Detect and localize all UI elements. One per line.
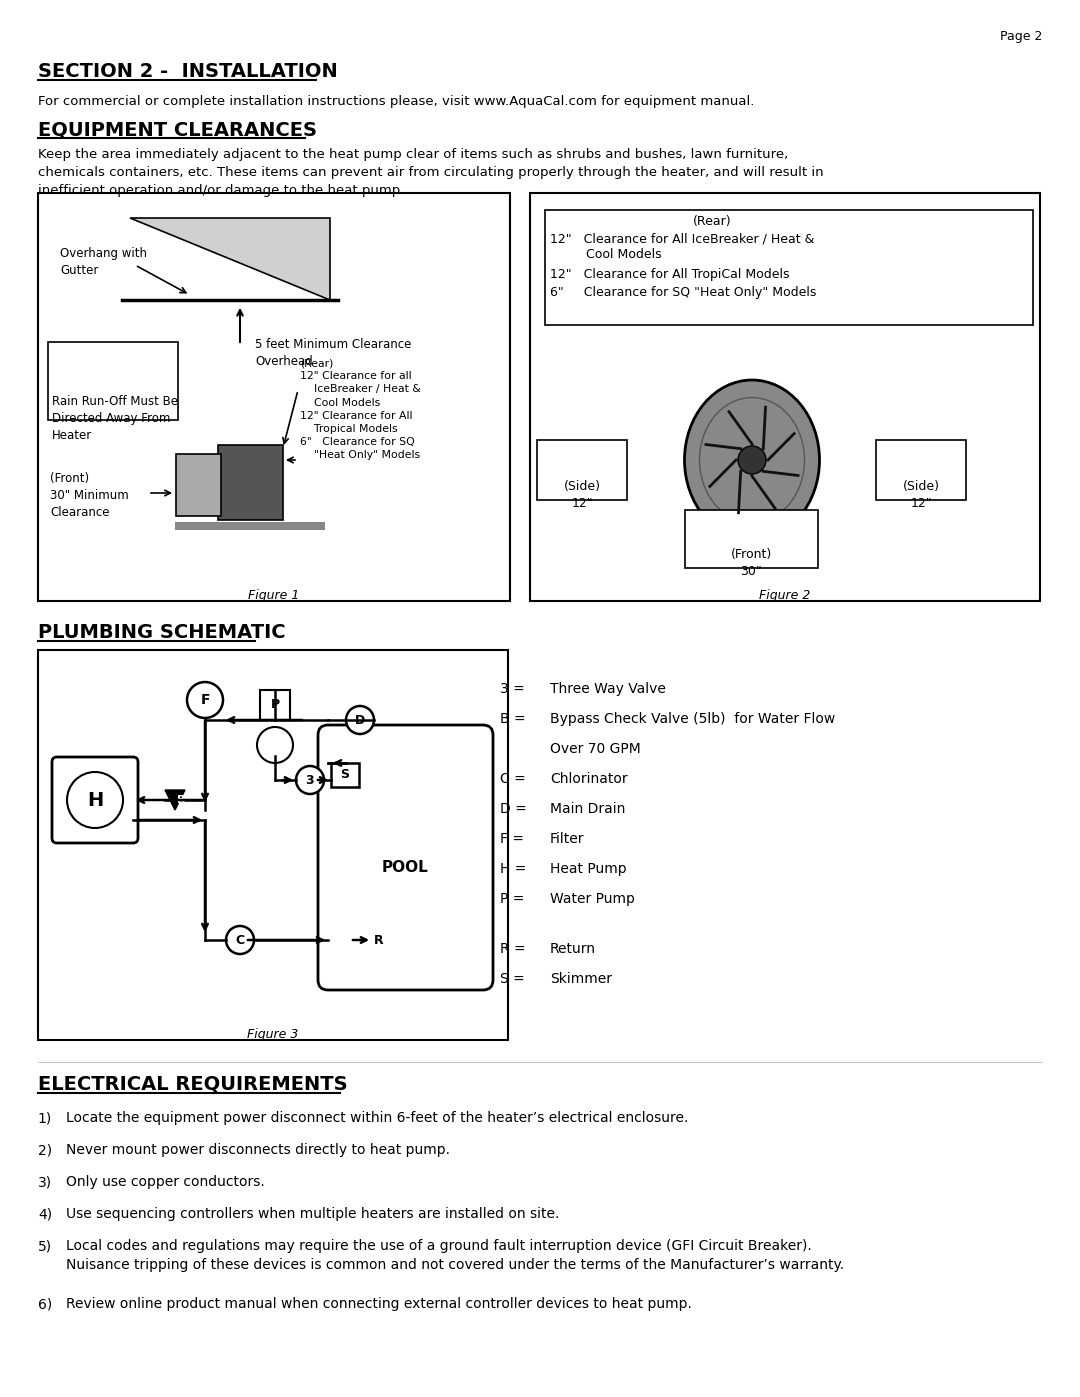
- Text: H: H: [86, 791, 103, 809]
- Text: P: P: [270, 698, 280, 711]
- Bar: [260, 690, 291, 719]
- Text: Three Way Valve: Three Way Valve: [550, 682, 666, 696]
- Text: B: B: [177, 795, 186, 805]
- Text: Locate the equipment power disconnect within 6-feet of the heater’s electrical e: Locate the equipment power disconnect wi…: [66, 1111, 688, 1125]
- Text: Figure 3: Figure 3: [247, 1028, 299, 1041]
- Text: B =: B =: [500, 712, 526, 726]
- Text: (Front)
30" Minimum
Clearance: (Front) 30" Minimum Clearance: [50, 472, 129, 520]
- Text: Local codes and regulations may require the use of a ground fault interruption d: Local codes and regulations may require …: [66, 1239, 845, 1273]
- Text: 6"     Clearance for SQ "Heat Only" Models: 6" Clearance for SQ "Heat Only" Models: [550, 286, 816, 299]
- Text: EQUIPMENT CLEARANCES: EQUIPMENT CLEARANCES: [38, 120, 318, 138]
- Text: D =: D =: [500, 802, 527, 816]
- Circle shape: [738, 446, 766, 474]
- Text: Skimmer: Skimmer: [550, 972, 612, 986]
- Text: Page 2: Page 2: [1000, 29, 1042, 43]
- Bar: [175, 522, 325, 529]
- Ellipse shape: [685, 380, 820, 541]
- Text: S =: S =: [500, 972, 525, 986]
- Text: Review online product manual when connecting external controller devices to heat: Review online product manual when connec…: [66, 1296, 692, 1310]
- Text: 5 feet Minimum Clearance
Overhead: 5 feet Minimum Clearance Overhead: [255, 338, 411, 367]
- Circle shape: [257, 726, 293, 763]
- Text: 12"   Clearance for All TropiCal Models: 12" Clearance for All TropiCal Models: [550, 268, 789, 281]
- Circle shape: [346, 705, 374, 733]
- Circle shape: [187, 682, 222, 718]
- Text: (Rear)
12" Clearance for all
    IceBreaker / Heat &
    Cool Models
12" Clearan: (Rear) 12" Clearance for all IceBreaker …: [300, 358, 421, 461]
- Text: R =: R =: [500, 942, 526, 956]
- Text: S: S: [340, 768, 350, 781]
- Text: 5): 5): [38, 1239, 52, 1253]
- FancyBboxPatch shape: [52, 757, 138, 842]
- Text: (Rear): (Rear): [692, 215, 731, 228]
- Text: 4): 4): [38, 1207, 52, 1221]
- Text: Figure 1: Figure 1: [248, 590, 299, 602]
- Circle shape: [67, 773, 123, 828]
- Text: F: F: [200, 693, 210, 707]
- Text: Return: Return: [550, 942, 596, 956]
- Bar: [176, 454, 221, 515]
- Text: Overhang with
Gutter: Overhang with Gutter: [60, 247, 147, 277]
- Bar: [537, 440, 627, 500]
- Polygon shape: [130, 218, 330, 300]
- Bar: [545, 210, 1032, 326]
- Bar: [38, 650, 508, 1039]
- Text: Filter: Filter: [550, 833, 584, 847]
- Text: For commercial or complete installation instructions please, visit www.AquaCal.c: For commercial or complete installation …: [38, 95, 754, 108]
- FancyBboxPatch shape: [318, 725, 492, 990]
- Text: Keep the area immediately adjacent to the heat pump clear of items such as shrub: Keep the area immediately adjacent to th…: [38, 148, 824, 197]
- Text: Never mount power disconnects directly to heat pump.: Never mount power disconnects directly t…: [66, 1143, 450, 1157]
- Text: 3 =: 3 =: [500, 682, 525, 696]
- Text: Rain Run-Off Must Be
Directed Away From
Heater: Rain Run-Off Must Be Directed Away From …: [52, 395, 178, 441]
- Text: Figure 2: Figure 2: [759, 590, 811, 602]
- Text: 3): 3): [38, 1175, 52, 1189]
- Text: F =: F =: [500, 833, 524, 847]
- Text: D: D: [355, 714, 365, 726]
- Text: 2): 2): [38, 1143, 52, 1157]
- Text: 3: 3: [306, 774, 314, 787]
- Text: C =: C =: [500, 773, 526, 787]
- Text: PLUMBING SCHEMATIC: PLUMBING SCHEMATIC: [38, 623, 285, 643]
- Bar: [876, 440, 966, 500]
- Circle shape: [226, 926, 254, 954]
- Text: Only use copper conductors.: Only use copper conductors.: [66, 1175, 265, 1189]
- Circle shape: [296, 766, 324, 793]
- Text: (Side)
12": (Side) 12": [564, 481, 600, 510]
- Text: SECTION 2 -  INSTALLATION: SECTION 2 - INSTALLATION: [38, 61, 338, 81]
- Text: Heat Pump: Heat Pump: [550, 862, 626, 876]
- Text: 1): 1): [38, 1111, 52, 1125]
- Text: Water Pump: Water Pump: [550, 893, 635, 907]
- Bar: [330, 763, 359, 787]
- Polygon shape: [165, 789, 185, 810]
- Text: POOL: POOL: [381, 861, 429, 875]
- Text: 6): 6): [38, 1296, 52, 1310]
- Text: Over 70 GPM: Over 70 GPM: [550, 742, 640, 756]
- Text: Main Drain: Main Drain: [550, 802, 625, 816]
- Text: Cool Models: Cool Models: [550, 249, 662, 261]
- Text: 12"   Clearance for All IceBreaker / Heat &: 12" Clearance for All IceBreaker / Heat …: [550, 232, 814, 244]
- Text: ELECTRICAL REQUIREMENTS: ELECTRICAL REQUIREMENTS: [38, 1076, 348, 1094]
- Text: Use sequencing controllers when multiple heaters are installed on site.: Use sequencing controllers when multiple…: [66, 1207, 559, 1221]
- Text: Bypass Check Valve (5lb)  for Water Flow: Bypass Check Valve (5lb) for Water Flow: [550, 712, 835, 726]
- Text: P =: P =: [500, 893, 525, 907]
- Bar: [38, 193, 510, 601]
- Text: R: R: [374, 933, 383, 947]
- Bar: [48, 342, 178, 420]
- Text: (Side)
12": (Side) 12": [903, 481, 940, 510]
- Bar: [218, 446, 283, 520]
- Text: H =: H =: [500, 862, 526, 876]
- Text: C: C: [235, 933, 244, 947]
- Bar: [530, 193, 1040, 601]
- Bar: [685, 510, 818, 569]
- Text: (Front)
30": (Front) 30": [730, 548, 771, 578]
- Text: Chlorinator: Chlorinator: [550, 773, 627, 787]
